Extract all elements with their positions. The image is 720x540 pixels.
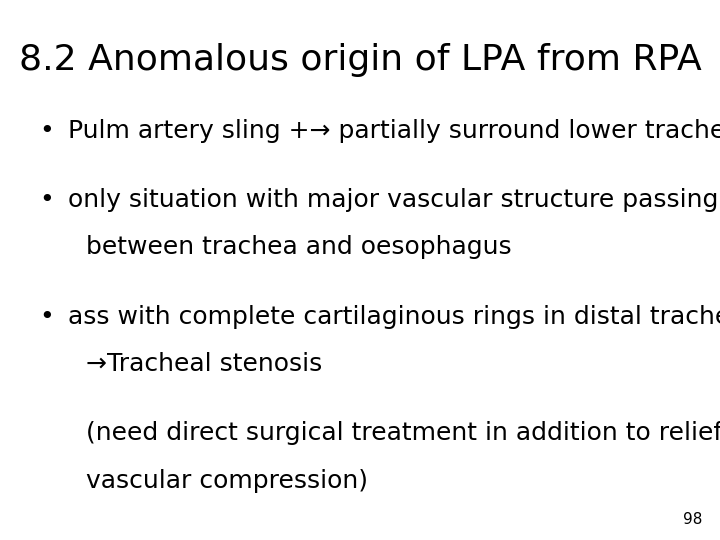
Text: Pulm artery sling +→ partially surround lower trachea: Pulm artery sling +→ partially surround … xyxy=(68,119,720,143)
Text: •: • xyxy=(40,305,54,328)
Text: (need direct surgical treatment in addition to relief from: (need direct surgical treatment in addit… xyxy=(86,421,720,445)
Text: between trachea and oesophagus: between trachea and oesophagus xyxy=(86,235,512,259)
Text: •: • xyxy=(40,188,54,212)
Text: 8.2 Anomalous origin of LPA from RPA: 8.2 Anomalous origin of LPA from RPA xyxy=(19,43,701,77)
Text: only situation with major vascular structure passing: only situation with major vascular struc… xyxy=(68,188,719,212)
Text: 98: 98 xyxy=(683,511,702,526)
Text: →Tracheal stenosis: →Tracheal stenosis xyxy=(86,352,323,376)
Text: ass with complete cartilaginous rings in distal trachea: ass with complete cartilaginous rings in… xyxy=(68,305,720,328)
Text: vascular compression): vascular compression) xyxy=(86,469,369,492)
Text: •: • xyxy=(40,119,54,143)
